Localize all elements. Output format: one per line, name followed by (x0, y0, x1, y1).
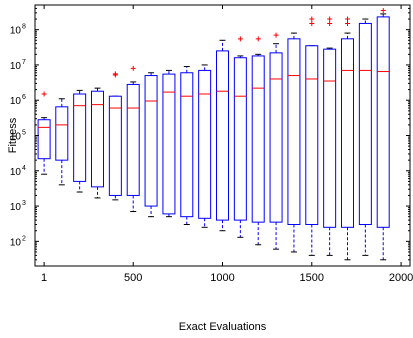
y-tick-label-exponent: 2 (22, 235, 26, 242)
box-group (341, 16, 354, 261)
box-group (162, 69, 176, 218)
box-group (55, 98, 69, 186)
outlier-marker (255, 36, 261, 42)
iqr-box (323, 48, 337, 228)
outlier-marker (380, 7, 386, 13)
iqr-box (233, 57, 247, 221)
y-axis-label: Fitness (7, 117, 19, 153)
iqr-box (180, 72, 194, 218)
box-group (376, 7, 390, 261)
box-group (108, 71, 122, 201)
outlier-marker (309, 16, 315, 22)
outlier-marker (345, 16, 350, 22)
y-tick-label: 10 (10, 237, 22, 248)
y-tick-label-exponent: 4 (22, 165, 26, 172)
box-group (251, 36, 265, 246)
boxes-layer (37, 7, 390, 261)
y-tick-label-base: 10 (10, 202, 22, 213)
iqr-box (162, 73, 176, 215)
iqr-box (376, 16, 390, 228)
y-tick-label-exponent: 8 (22, 24, 26, 31)
box-group (198, 64, 212, 228)
x-tick-label: 1000 (210, 272, 234, 284)
iqr-box (91, 90, 104, 188)
y-tick-label-base: 10 (10, 61, 22, 72)
x-axis-label: Exact Evaluations (179, 321, 267, 333)
outlier-marker (345, 20, 350, 26)
iqr-box (108, 95, 122, 196)
iqr-box (341, 38, 354, 228)
iqr-box (216, 50, 229, 221)
iqr-box (37, 119, 51, 160)
box-group (233, 36, 247, 238)
iqr-box (198, 69, 212, 219)
outlier-marker (273, 32, 279, 38)
outlier-marker (327, 16, 333, 22)
box-group (144, 72, 158, 218)
box-group (305, 16, 319, 256)
box-group (287, 32, 301, 253)
x-tick-label: 1500 (300, 272, 324, 284)
x-tick-label: 1 (41, 272, 47, 284)
outlier-marker (237, 36, 243, 42)
y-tick-label-base: 10 (10, 237, 22, 248)
iqr-box (358, 22, 372, 226)
box-group (73, 89, 87, 193)
box-group (358, 18, 372, 256)
box-group (269, 32, 283, 250)
iqr-box (144, 75, 158, 207)
x-tick-label: 500 (124, 272, 142, 284)
y-tick-label-base: 10 (10, 26, 22, 37)
iqr-box (73, 93, 87, 182)
y-tick-label-base: 10 (10, 167, 22, 178)
y-tick-label-base: 10 (10, 132, 22, 143)
outlier-marker (130, 65, 136, 71)
y-tick-label: 10 (10, 202, 22, 213)
box-group (126, 65, 140, 213)
outlier-marker (41, 91, 47, 97)
outlier-marker (327, 20, 333, 26)
y-tick-label-exponent: 7 (22, 59, 26, 66)
outlier-marker (309, 20, 315, 26)
iqr-box (269, 52, 283, 223)
iqr-box (287, 38, 301, 226)
box-group (323, 16, 337, 256)
box-group (180, 66, 194, 226)
y-tick-label-base: 10 (10, 96, 22, 107)
iqr-box (251, 55, 265, 223)
box-group (91, 87, 104, 199)
y-tick-label-exponent: 6 (22, 94, 26, 101)
y-tick-label: 10 (10, 167, 22, 178)
box-group (37, 91, 51, 175)
x-tick-label: 2000 (389, 272, 413, 284)
y-tick-label-exponent: 3 (22, 200, 26, 207)
y-tick-label: 10 (10, 61, 22, 72)
y-tick-label-exponent: 5 (22, 130, 26, 137)
iqr-box (55, 106, 69, 161)
y-tick-label: 10 (10, 132, 22, 143)
iqr-box (305, 45, 319, 226)
iqr-box (126, 83, 140, 196)
box-group (216, 39, 229, 232)
y-tick-label: 10 (10, 96, 22, 107)
y-tick-label: 10 (10, 26, 22, 37)
outlier-marker (112, 71, 118, 77)
